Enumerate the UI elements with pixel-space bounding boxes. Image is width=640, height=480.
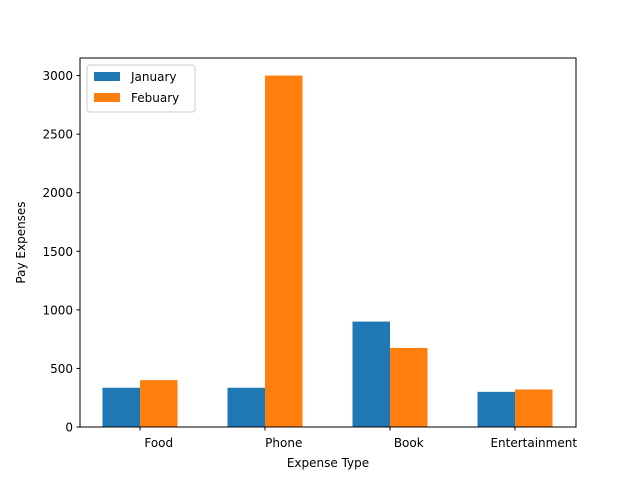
y-tick-label: 0 <box>65 421 73 435</box>
x-tick-label: Food <box>144 436 173 450</box>
bar-febuary-entertainment <box>515 389 553 427</box>
y-tick-label: 500 <box>50 362 73 376</box>
legend-swatch-january <box>94 72 120 81</box>
x-tick-label: Phone <box>265 436 302 450</box>
y-tick-label: 3000 <box>42 69 73 83</box>
x-tick-label: Book <box>394 436 424 450</box>
y-axis-ticks: 0 500 1000 1500 2000 2500 3000 <box>42 69 80 435</box>
legend-swatch-febuary <box>94 93 120 102</box>
plot-frame <box>79 57 577 428</box>
bars-group <box>102 75 553 428</box>
x-axis-ticks: Food Phone Book Entertainment <box>139 427 577 450</box>
bar-january-entertainment <box>477 391 515 427</box>
legend-label-january: January <box>130 70 177 84</box>
y-tick-label: 2000 <box>42 186 73 200</box>
legend-label-febuary: Febuary <box>131 91 179 105</box>
bar-january-book <box>352 321 390 427</box>
bar-febuary-book <box>390 347 428 427</box>
x-axis-label: Expense Type <box>287 456 369 470</box>
bar-febuary-food <box>140 380 178 427</box>
x-tick-label: Entertainment <box>490 436 577 450</box>
y-tick-label: 2500 <box>42 128 73 142</box>
bar-january-phone <box>227 387 265 427</box>
y-tick-label: 1500 <box>42 245 73 259</box>
y-axis-label: Pay Expenses <box>14 201 28 283</box>
legend: January Febuary <box>86 64 196 113</box>
y-tick-label: 1000 <box>42 303 73 317</box>
bar-january-food <box>102 387 140 427</box>
bar-febuary-phone <box>265 75 303 428</box>
